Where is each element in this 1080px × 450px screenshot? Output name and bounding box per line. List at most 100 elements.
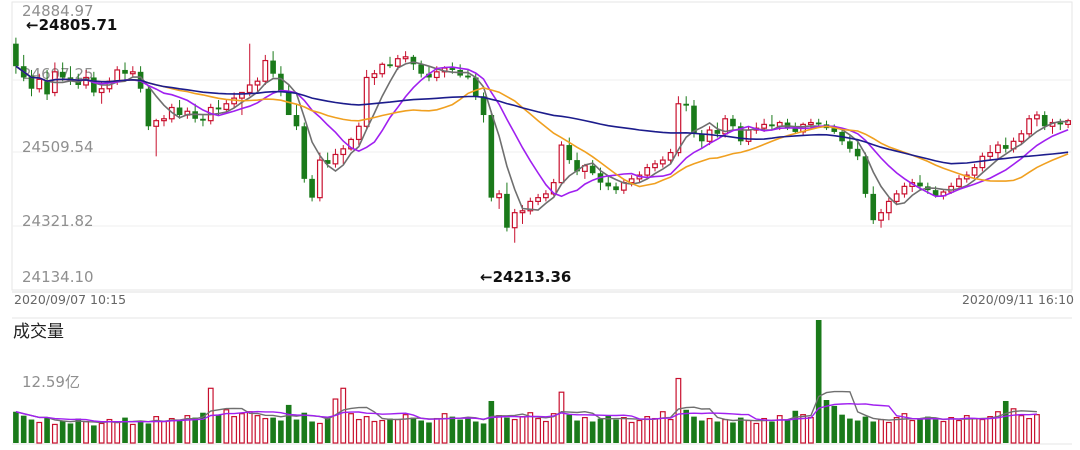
volume-bar-up xyxy=(644,416,651,444)
volume-bar-up xyxy=(129,423,136,444)
candle-body-down xyxy=(769,124,775,127)
candle-body-up xyxy=(527,200,534,212)
candle-body-up xyxy=(114,69,121,82)
candle-body-up xyxy=(98,88,105,94)
volume-bar-down xyxy=(870,421,877,443)
candle-body-up xyxy=(878,212,884,221)
volume-bar-down xyxy=(815,320,822,443)
candle-body-down xyxy=(301,126,308,179)
volume-bar-up xyxy=(963,415,970,444)
candle-body-up xyxy=(893,193,900,203)
candle-body-up xyxy=(535,197,542,203)
candle-body-up xyxy=(1034,114,1040,120)
candle-body-down xyxy=(730,118,736,127)
candle-body-down xyxy=(932,190,939,196)
volume-bar-down xyxy=(480,423,487,443)
candle-body-down xyxy=(566,145,573,161)
candle-body-down xyxy=(815,122,822,125)
price-grid xyxy=(11,1,1073,293)
candle-body-up xyxy=(761,123,768,129)
candle-body-down xyxy=(59,71,66,78)
candle-body-down xyxy=(278,73,284,93)
volume-bar-down xyxy=(925,416,931,443)
volume-bar-up xyxy=(807,416,814,444)
volume-bar-up xyxy=(153,416,160,444)
volume-bar-up xyxy=(878,418,884,444)
volume-bar-up xyxy=(722,418,729,444)
candle-body-down xyxy=(449,68,456,70)
volume-bar-up xyxy=(971,417,978,444)
candle-body-down xyxy=(504,193,510,228)
volume-ma5-line xyxy=(15,390,1037,424)
volume-bar-up xyxy=(659,411,666,444)
candle-body-down xyxy=(737,126,744,142)
ma20-line xyxy=(15,65,1069,188)
volume-bar-up xyxy=(901,413,908,444)
volume-bar-down xyxy=(932,419,939,443)
volume-bar-up xyxy=(979,418,986,444)
volume-bar-down xyxy=(309,421,315,443)
volume-bar-up xyxy=(909,419,916,444)
candle-body-down xyxy=(613,186,619,191)
candle-body-up xyxy=(254,80,261,86)
candle-body-up xyxy=(542,193,549,199)
volume-title: 成交量 xyxy=(13,322,64,342)
candle-body-up xyxy=(129,71,136,75)
volume-bar-down xyxy=(13,411,19,443)
candle-body-down xyxy=(870,193,877,221)
candle-body-down xyxy=(426,73,432,78)
volume-bar-down xyxy=(285,404,292,443)
candle-body-up xyxy=(332,153,339,165)
volume-bar-up xyxy=(184,415,191,444)
y-tick-label: 24321.82 xyxy=(22,212,94,230)
volume-bar-down xyxy=(730,422,736,443)
volume-bar-down xyxy=(488,400,495,443)
volume-bar-down xyxy=(683,409,689,443)
volume-bar-down xyxy=(122,417,128,443)
volume-bar-up xyxy=(254,415,261,444)
volume-bar-up xyxy=(332,398,339,444)
volume-bar-down xyxy=(831,405,838,443)
volume-bar-down xyxy=(698,420,705,443)
candle-body-up xyxy=(1065,120,1072,126)
volume-bar-down xyxy=(1002,400,1009,443)
candle-body-up xyxy=(1026,118,1033,135)
volume-bar-up xyxy=(402,414,409,444)
candle-body-down xyxy=(44,81,50,95)
volume-bar-down xyxy=(839,414,845,443)
volume-bar-up xyxy=(231,416,238,444)
candle-body-down xyxy=(28,75,35,89)
moving-averages-layer xyxy=(15,61,1069,211)
candle-body-up xyxy=(36,78,43,90)
volume-bar-up xyxy=(885,421,892,444)
candle-body-down xyxy=(683,103,689,106)
volume-bar-up xyxy=(161,420,167,444)
volume-bar-down xyxy=(597,418,604,443)
volume-bar-up xyxy=(940,420,947,444)
candle-body-down xyxy=(1002,145,1009,149)
candle-body-up xyxy=(161,118,167,122)
candles-layer xyxy=(13,37,1072,243)
volume-bar-up xyxy=(348,413,354,444)
volume-bar-down xyxy=(215,414,222,443)
volume-bar-up xyxy=(316,422,323,444)
low-annotation: ←24213.36 xyxy=(480,268,571,286)
volume-bars-layer xyxy=(13,320,1040,444)
volume-bar-down xyxy=(324,417,331,443)
volume-bar-up xyxy=(496,415,503,444)
volume-bar-up xyxy=(745,419,752,444)
candle-body-down xyxy=(792,128,799,132)
volume-bar-down xyxy=(769,421,775,443)
volume-bar-up xyxy=(340,387,347,444)
volume-bar-down xyxy=(301,412,308,443)
candle-body-down xyxy=(387,64,393,67)
volume-bar-up xyxy=(753,422,760,444)
volume-bar-down xyxy=(387,418,393,443)
y-tick-label: 24134.10 xyxy=(22,268,94,286)
candle-body-up xyxy=(706,129,713,142)
volume-bar-down xyxy=(44,417,50,443)
volume-bar-down xyxy=(917,418,923,443)
candle-body-down xyxy=(215,107,222,110)
